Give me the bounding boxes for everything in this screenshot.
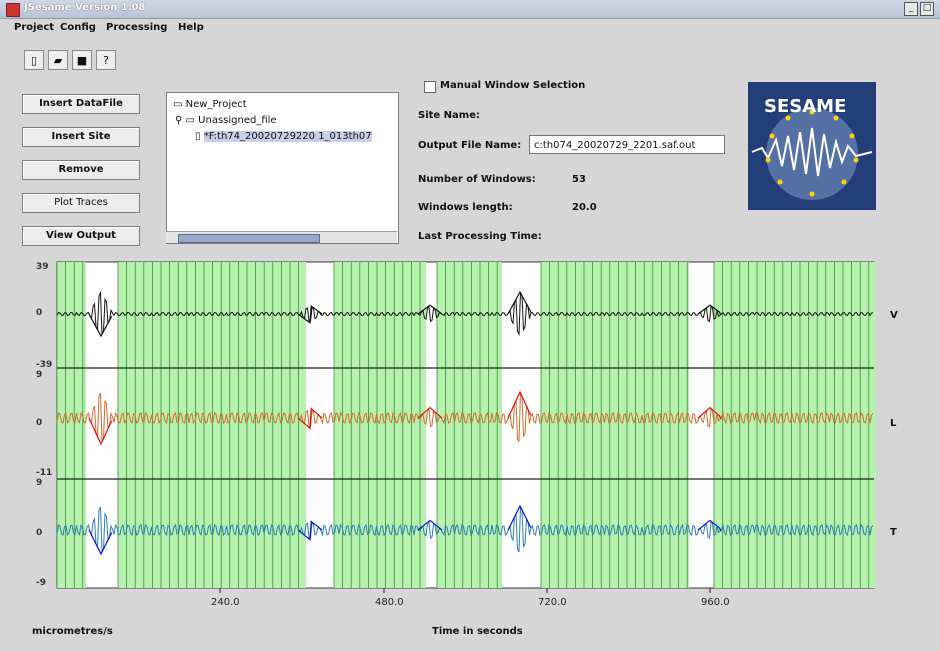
folder-icon: ▭ [185, 115, 195, 126]
save-icon[interactable]: ■ [72, 50, 92, 70]
tree-file[interactable]: ▯ *F:th74_20020729220 1_013th07 [195, 131, 372, 142]
t-trace-event [297, 520, 323, 541]
app-icon [6, 3, 20, 17]
maximize-button[interactable]: □ [920, 2, 934, 16]
t-trace-event [507, 504, 532, 531]
folder-icon: ▭ [173, 99, 183, 110]
view-output-button[interactable]: View Output [22, 226, 140, 246]
component-l: L [890, 418, 897, 429]
xtick-720: 720.0 [538, 597, 567, 608]
l-trace-event [297, 407, 323, 430]
plot-traces-button[interactable]: Plot Traces [22, 193, 140, 213]
l-trace-event [697, 406, 722, 420]
manual-window-checkbox[interactable] [424, 81, 436, 93]
xtick-480: 480.0 [375, 597, 404, 608]
selected-window-block [541, 262, 689, 588]
windows-length-label: Windows length: [418, 202, 513, 213]
tree-root[interactable]: ▭ New_Project [173, 99, 247, 110]
component-t: T [890, 527, 897, 538]
v-ytick-zero: 0 [36, 308, 43, 318]
title-bar: JSesame Version 1.08 _ □ [0, 0, 940, 19]
t-trace-event [417, 519, 443, 531]
scroll-thumb[interactable] [178, 234, 320, 243]
l-ytick-zero: 0 [36, 418, 43, 428]
expand-icon: ⚲ [175, 115, 183, 126]
selected-window-block [437, 262, 502, 588]
traces-plot[interactable] [0, 250, 940, 620]
v-trace [56, 291, 874, 337]
tree-horizontal-scrollbar[interactable] [166, 231, 397, 243]
new-icon[interactable]: ▯ [24, 50, 44, 70]
file-icon: ▯ [195, 131, 201, 142]
menu-config[interactable]: Config [60, 22, 96, 33]
insert-datafile-button[interactable]: Insert DataFile [22, 94, 140, 114]
l-trace-event [417, 406, 443, 419]
windows-length-value: 20.0 [572, 202, 597, 213]
v-ytick-top: 39 [36, 262, 49, 272]
t-trace-event [88, 529, 113, 556]
v-ytick-bottom: -39 [36, 360, 53, 370]
menu-help[interactable]: Help [178, 22, 204, 33]
selected-window-block [118, 262, 306, 588]
t-trace-event [697, 519, 722, 532]
project-tree[interactable]: ▭ New_Project ⚲ ▭ Unassigned_file ▯ *F:t… [166, 92, 399, 244]
t-trace [56, 506, 874, 553]
window-title: JSesame Version 1.08 [24, 2, 146, 13]
l-trace-event [88, 417, 113, 446]
sesame-logo [748, 82, 876, 210]
v-trace-event [507, 290, 532, 315]
t-ytick-top: 9 [36, 478, 43, 488]
t-ytick-zero: 0 [36, 528, 43, 538]
windows-count-label: Number of Windows: [418, 174, 536, 185]
manual-window-label: Manual Window Selection [440, 80, 586, 91]
t-ytick-bottom: -9 [36, 578, 46, 588]
menu-project[interactable]: Project [14, 22, 55, 33]
logo-text: SESAME [764, 96, 847, 117]
insert-site-button[interactable]: Insert Site [22, 127, 140, 147]
l-ytick-bottom: -11 [36, 468, 53, 478]
help-icon[interactable]: ? [96, 50, 116, 70]
l-ytick-top: 9 [36, 370, 43, 380]
minimize-button[interactable]: _ [904, 2, 918, 16]
v-trace-event [417, 304, 443, 315]
xtick-240: 240.0 [211, 597, 240, 608]
output-file-label: Output File Name: [418, 140, 522, 151]
site-name-label: Site Name: [418, 110, 480, 121]
selected-window-block [334, 262, 426, 588]
component-v: V [890, 310, 898, 321]
selected-window-block [57, 262, 86, 588]
xtick-960: 960.0 [701, 597, 730, 608]
v-trace-event [297, 304, 323, 324]
x-axis-label: Time in seconds [432, 626, 523, 637]
remove-button[interactable]: Remove [22, 160, 140, 180]
menu-processing[interactable]: Processing [106, 22, 168, 33]
l-trace-event [507, 390, 532, 419]
menu-bar: Project Config Processing Help [0, 20, 940, 36]
y-unit-label: micrometres/s [32, 626, 113, 637]
v-trace-event [88, 313, 113, 338]
open-icon[interactable]: ▰ [48, 50, 68, 70]
l-trace [56, 392, 874, 443]
v-trace-event [697, 304, 722, 316]
last-processing-label: Last Processing Time: [418, 231, 542, 242]
toolbar: ▯ ▰ ■ ? [24, 50, 116, 70]
windows-count-value: 53 [572, 174, 586, 185]
tree-group[interactable]: ⚲ ▭ Unassigned_file [175, 115, 277, 126]
output-file-field[interactable]: c:th074_20020729_2201.saf.out [529, 135, 725, 154]
